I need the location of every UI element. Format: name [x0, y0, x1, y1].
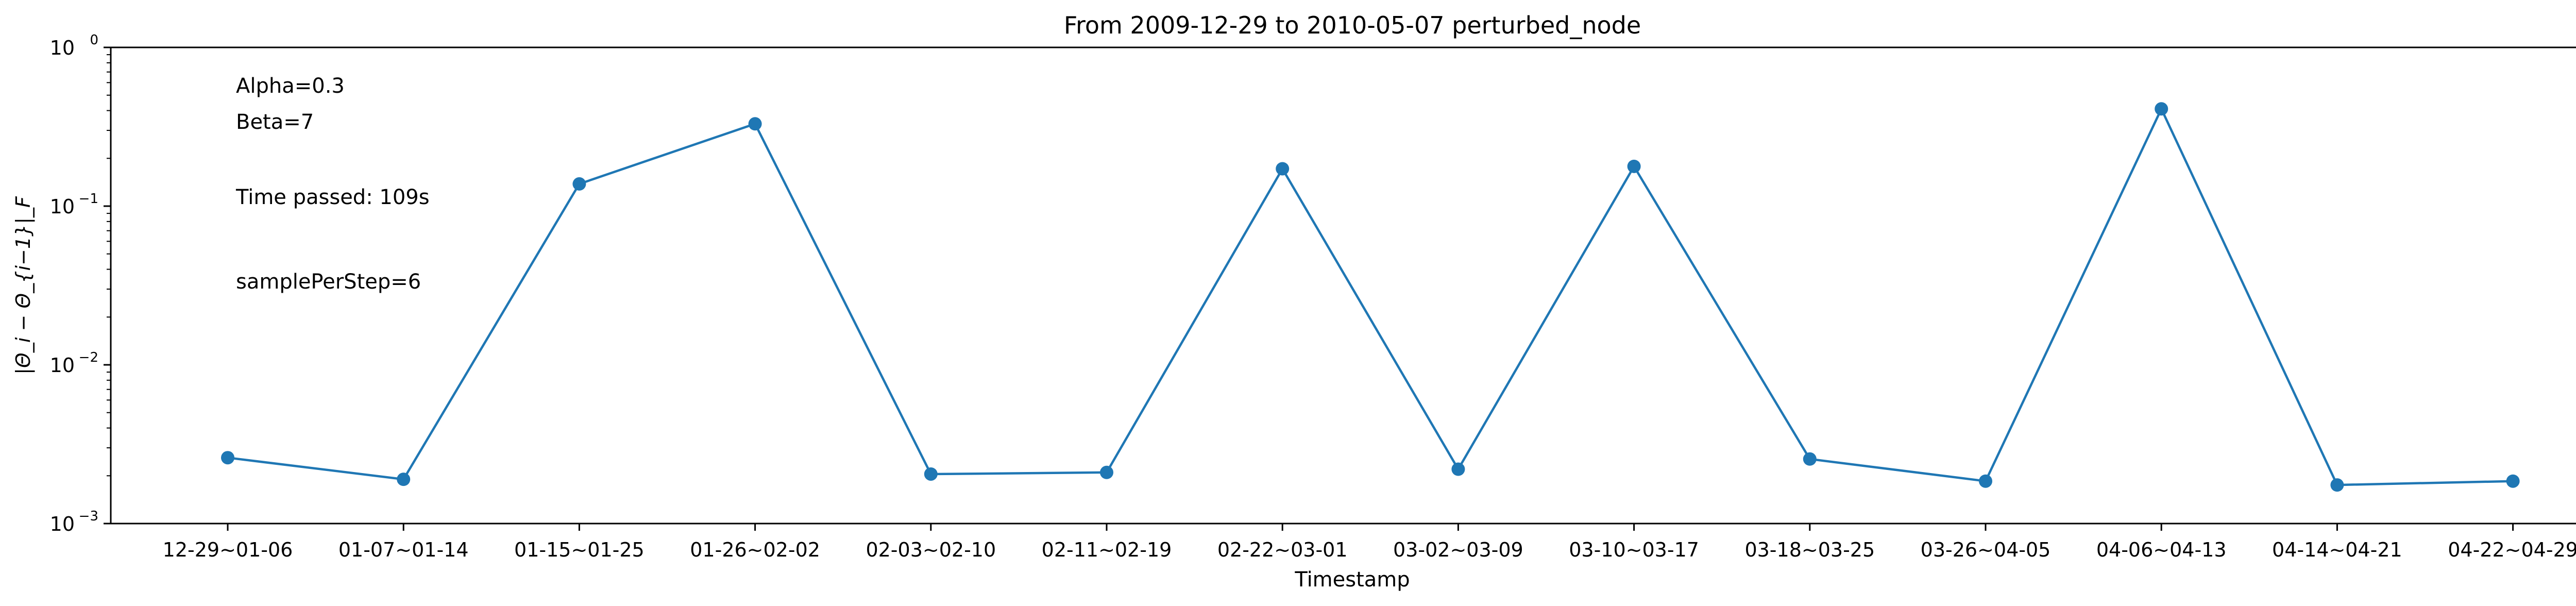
data-point — [924, 467, 938, 481]
data-point — [2506, 474, 2520, 488]
data-point — [1276, 162, 1290, 176]
data-point — [221, 451, 234, 465]
data-point — [1627, 159, 1641, 173]
annotation-text: Time passed: 109s — [235, 186, 430, 209]
x-tick-label: 01-15~01-25 — [514, 538, 645, 561]
annotation-text: Alpha=0.3 — [236, 74, 345, 98]
y-tick-label: 10 — [50, 37, 75, 59]
y-tick-exponent: −1 — [79, 191, 98, 207]
data-point — [2155, 102, 2168, 116]
x-tick-label: 02-22~03-01 — [1217, 538, 1348, 561]
chart-title: From 2009-12-29 to 2010-05-07 perturbed_… — [1064, 11, 1641, 39]
data-point — [1803, 452, 1817, 466]
y-tick-label: 10 — [50, 513, 75, 535]
x-tick-label: 12-29~01-06 — [163, 538, 293, 561]
annotations: Alpha=0.3 Beta=7 Time passed: 109s samplePe… — [235, 74, 430, 294]
data-point — [748, 117, 762, 131]
y-tick-exponent: 0 — [90, 32, 98, 48]
x-tick-label: 04-14~04-21 — [2272, 538, 2402, 561]
y-tick-exponent: −3 — [79, 509, 98, 524]
x-tick-label: 01-26~02-02 — [690, 538, 820, 561]
x-tick-label: 03-18~03-25 — [1744, 538, 1875, 561]
y-tick-label: 10 — [50, 195, 75, 218]
data-point — [572, 177, 586, 191]
y-axis-label: |Θ_i − Θ_{i−1}|_F — [12, 196, 35, 375]
x-axis: 12-29~01-06 01-07~01-14 01-15~01-25 01-26~0… — [163, 524, 2576, 561]
x-tick-label: 03-10~03-17 — [1569, 538, 1699, 561]
x-tick-label: 03-26~04-05 — [1921, 538, 2051, 561]
x-tick-label: 03-02~03-09 — [1393, 538, 1523, 561]
annotation-text: Beta=7 — [236, 110, 314, 134]
y-tick-exponent: −2 — [79, 350, 98, 365]
x-tick-label: 04-22~04-29 — [2448, 538, 2576, 561]
series-layer — [221, 102, 2520, 492]
data-point — [2330, 478, 2344, 492]
x-tick-label: 04-06~04-13 — [2096, 538, 2227, 561]
data-point — [1979, 474, 1992, 488]
axes-frame — [110, 46, 2576, 525]
x-axis-label: Timestamp — [1294, 568, 1410, 592]
data-point — [1100, 465, 1113, 479]
y-tick-label: 10 — [50, 354, 75, 377]
x-tick-label: 02-11~02-19 — [1042, 538, 1172, 561]
annotation-text: samplePerStep=6 — [236, 270, 421, 294]
data-point — [397, 473, 411, 486]
data-point — [1451, 462, 1465, 476]
series-line — [227, 108, 2513, 486]
x-tick-label: 01-07~01-14 — [338, 538, 469, 561]
x-tick-label: 02-03~02-10 — [866, 538, 996, 561]
